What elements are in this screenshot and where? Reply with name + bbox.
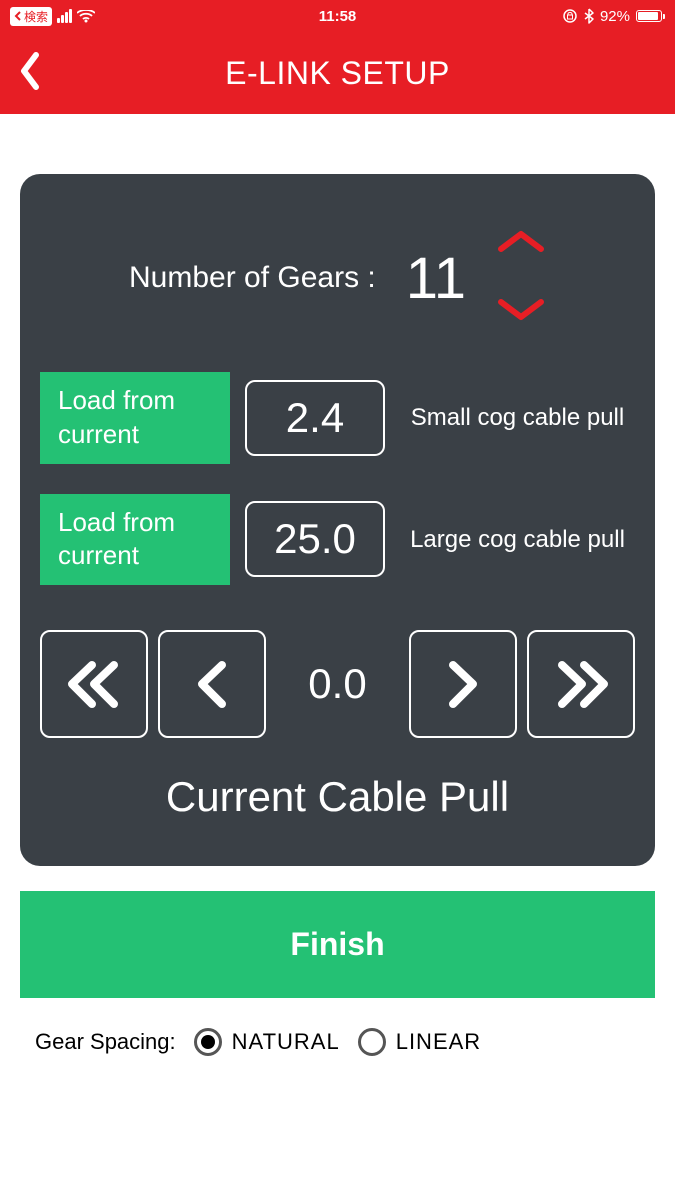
app-return-badge[interactable]: 検索 (10, 7, 52, 26)
orientation-lock-icon (562, 8, 578, 24)
radio-icon (194, 1028, 222, 1056)
spacing-linear-radio[interactable]: LINEAR (358, 1028, 481, 1056)
load-small-cog-button[interactable]: Load from current (40, 372, 230, 464)
small-cog-label: Small cog cable pull (400, 402, 635, 433)
search-text: 検索 (24, 8, 48, 25)
setup-card: Number of Gears : 11 Load from current 2… (20, 174, 655, 866)
decrease-button[interactable] (158, 630, 266, 738)
bluetooth-icon (584, 8, 594, 24)
back-button[interactable] (18, 51, 40, 96)
battery-percent: 92% (600, 8, 630, 25)
load-large-cog-button[interactable]: Load from current (40, 494, 230, 586)
gear-spacing-row: Gear Spacing: NATURAL LINEAR (20, 998, 655, 1056)
wifi-icon (77, 10, 95, 23)
gear-spacing-label: Gear Spacing: (35, 1029, 176, 1055)
fast-increase-button[interactable] (527, 630, 635, 738)
cable-pull-controls: 0.0 (40, 630, 635, 738)
status-time: 11:58 (319, 8, 357, 25)
large-cog-label: Large cog cable pull (400, 524, 635, 555)
status-right: 92% (562, 8, 665, 25)
fast-decrease-button[interactable] (40, 630, 148, 738)
gears-row: Number of Gears : 11 (40, 229, 635, 327)
gears-decrement-button[interactable] (496, 298, 546, 327)
current-pull-label: Current Cable Pull (40, 773, 635, 821)
gears-label: Number of Gears : (129, 261, 376, 295)
radio-label: NATURAL (232, 1029, 340, 1055)
increase-button[interactable] (409, 630, 517, 738)
gears-value: 11 (406, 245, 466, 312)
page-title: E-LINK SETUP (225, 55, 450, 92)
small-cog-value[interactable]: 2.4 (245, 380, 385, 456)
app-header: E-LINK SETUP (0, 32, 675, 114)
status-left: 検索 (10, 7, 95, 26)
gears-increment-button[interactable] (496, 229, 546, 258)
gears-stepper (496, 229, 546, 327)
radio-icon (358, 1028, 386, 1056)
status-bar: 検索 11:58 92% (0, 0, 675, 32)
current-pull-value: 0.0 (276, 660, 399, 708)
small-cog-row: Load from current 2.4 Small cog cable pu… (40, 372, 635, 464)
large-cog-row: Load from current 25.0 Large cog cable p… (40, 494, 635, 586)
battery-icon (636, 10, 665, 22)
spacing-natural-radio[interactable]: NATURAL (194, 1028, 340, 1056)
finish-button[interactable]: Finish (20, 891, 655, 998)
signal-icon (57, 9, 72, 23)
content-area: Number of Gears : 11 Load from current 2… (0, 114, 675, 1056)
large-cog-value[interactable]: 25.0 (245, 501, 385, 577)
radio-label: LINEAR (396, 1029, 481, 1055)
